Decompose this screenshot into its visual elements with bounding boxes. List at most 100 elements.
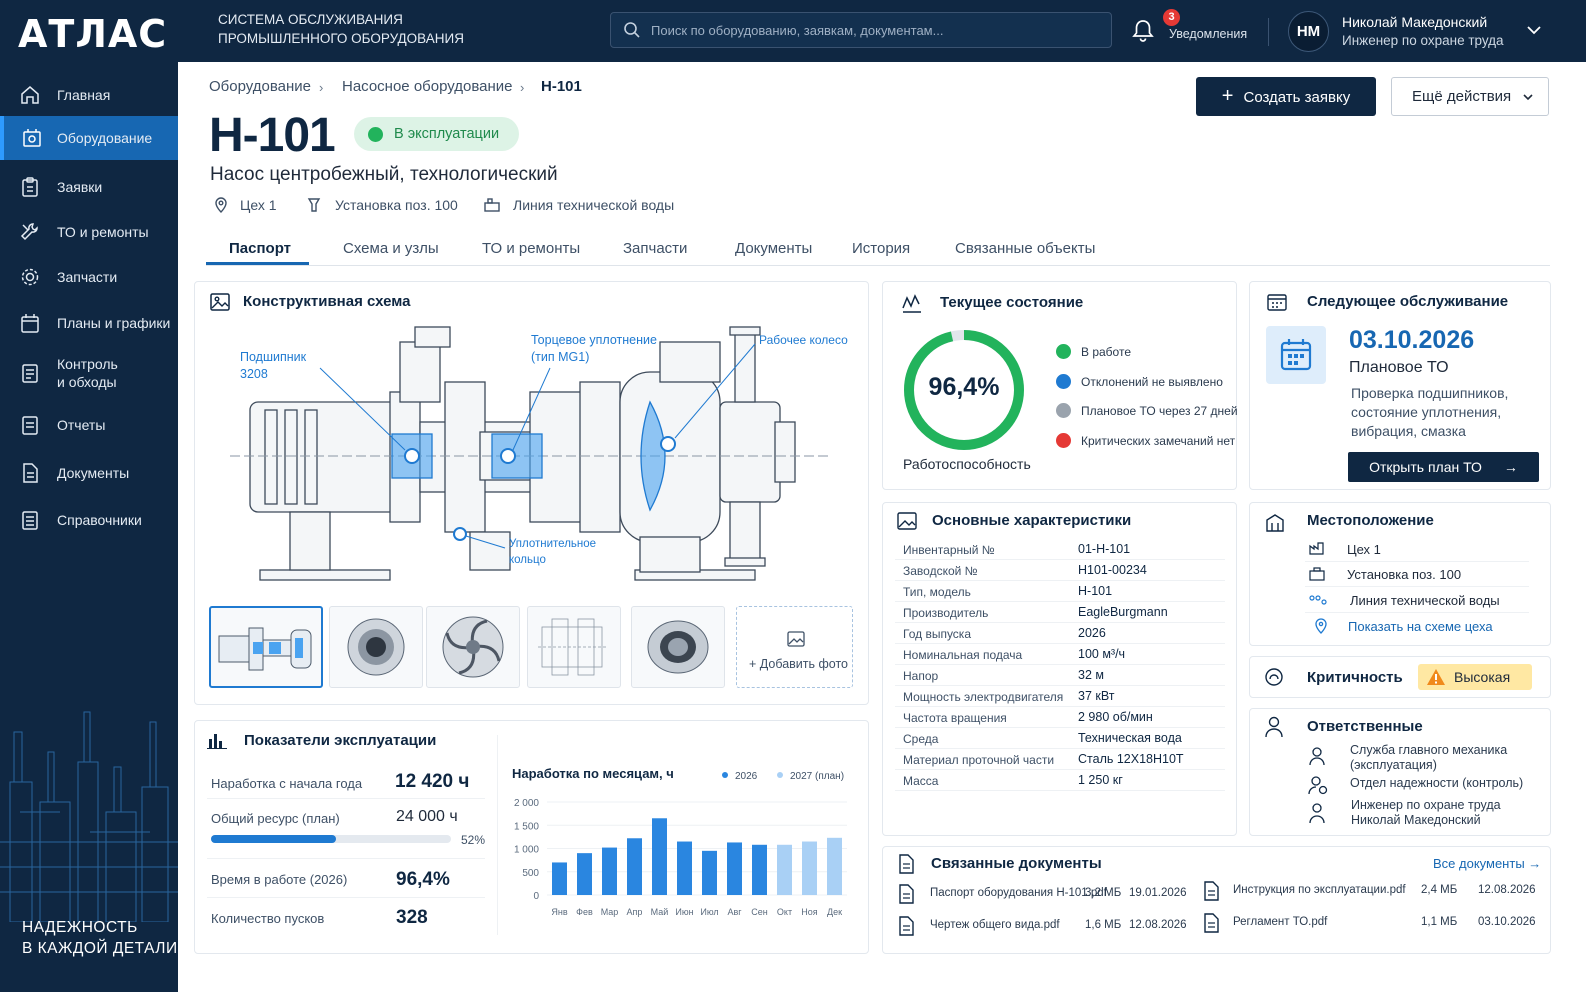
characteristics-value: 2026 (1078, 626, 1106, 640)
label-bearing[interactable]: Подшипник 3208 (240, 349, 306, 383)
breadcrumb-item[interactable]: Оборудование (209, 78, 312, 95)
open-plan-button[interactable]: Открыть план ТО → (1348, 452, 1539, 482)
legend-label: В работе (1081, 345, 1132, 359)
impeller-image (442, 616, 504, 678)
sidebar-item-documents[interactable]: Документы (0, 458, 178, 488)
next-service-date: 03.10.2026 (1349, 326, 1475, 354)
responsible-card (1249, 708, 1551, 836)
pump-drawing[interactable] (230, 322, 850, 587)
x-tick-label: Июн (675, 907, 693, 917)
legend-label: Отклонений не выявлено (1081, 375, 1223, 389)
bar[interactable] (727, 842, 742, 895)
bell-icon[interactable] (1130, 18, 1156, 44)
bar[interactable] (802, 841, 817, 895)
app-subtitle-line1: СИСТЕМА ОБСЛУЖИВАНИЯ (218, 12, 403, 27)
characteristics-row: Частота вращения 2 980 об/мин (895, 707, 1225, 728)
tab-parts[interactable]: Запчасти (623, 240, 688, 257)
document-link[interactable]: Чертеж общего вида.pdf (930, 919, 1060, 931)
add-photo-button[interactable]: + Добавить фото (736, 606, 853, 688)
user-role: Инженер по охране труда (1342, 33, 1504, 48)
responsible-line2: (эксплуатация) (1350, 758, 1437, 772)
search-icon (624, 22, 640, 38)
photo-thumbnail[interactable] (329, 606, 423, 688)
document-link[interactable]: Регламент ТО.pdf (1233, 916, 1328, 928)
characteristics-value: Сталь 12Х18Н10Т (1078, 752, 1184, 766)
legend-dot (722, 772, 728, 778)
sidebar-item-requests[interactable]: Заявки (0, 172, 178, 202)
bar[interactable] (627, 838, 642, 895)
characteristics-key: Тип, модель (903, 585, 971, 599)
photo-thumbnail[interactable] (527, 606, 621, 688)
all-documents-link[interactable]: Все документы → (1433, 856, 1541, 871)
document-link[interactable]: Паспорт оборудования Н-101.pdf (930, 887, 1107, 899)
sidebar-item-label: Контроль и обходы (57, 355, 118, 391)
tab-passport[interactable]: Паспорт (229, 240, 291, 257)
bar[interactable] (602, 847, 617, 895)
sidebar-item-parts[interactable]: Запчасти (0, 262, 178, 292)
breadcrumb-current: Н-101 (541, 78, 582, 95)
characteristics-key: Производитель (903, 606, 989, 620)
create-request-button[interactable]: + Создать заявку (1196, 77, 1376, 116)
tab-documents[interactable]: Документы (735, 240, 813, 257)
characteristics-row: Тип, модель Н-101 (895, 581, 1225, 602)
health-gauge (904, 330, 1024, 450)
photo-thumbnail[interactable] (426, 606, 520, 688)
document-icon (899, 854, 914, 874)
characteristics-row: Масса 1 250 кг (895, 770, 1225, 791)
tab-history[interactable]: История (852, 240, 911, 257)
characteristics-row: Номинальная подача 100 м³/ч (895, 644, 1225, 665)
wrench-icon (20, 223, 38, 241)
avatar[interactable]: НМ (1288, 11, 1329, 52)
label-ring[interactable]: Уплотнительное кольцо (509, 536, 596, 568)
tab-related[interactable]: Связанные объекты (955, 240, 1096, 257)
sidebar-item-equipment[interactable]: Оборудование (0, 116, 178, 160)
bar[interactable] (752, 844, 767, 895)
tab-scheme[interactable]: Схема и узлы (343, 240, 439, 257)
runtime-label: Наработка с начала года (211, 776, 363, 791)
label-impeller[interactable]: Рабочее колесо (759, 333, 848, 347)
chevron-down-icon[interactable] (1526, 24, 1542, 36)
sidebar-item-maintenance[interactable]: ТО и ремонты (0, 217, 178, 247)
bar[interactable] (777, 844, 792, 895)
sidebar-item-home[interactable]: Главная (0, 80, 178, 110)
bar[interactable] (577, 853, 592, 895)
bar[interactable] (677, 841, 692, 895)
meta-shop: Цех 1 (240, 197, 277, 213)
sidebar-item-references[interactable]: Справочники (0, 505, 178, 535)
search-input[interactable] (651, 22, 1091, 38)
characteristics-value: 32 м (1078, 668, 1104, 682)
x-tick-label: Дек (827, 907, 842, 917)
characteristics-row: Заводской № Н101-00234 (895, 560, 1225, 581)
document-icon (23, 463, 38, 483)
more-actions-button[interactable]: Ещё действия (1391, 77, 1549, 116)
warning-icon (1427, 669, 1445, 685)
health-gauge-arc (904, 330, 1024, 450)
bar[interactable] (702, 850, 717, 895)
characteristics-row: Среда Техническая вода (895, 728, 1225, 749)
active-tab-indicator (206, 262, 309, 265)
sidebar-item-plans[interactable]: Планы и графики (0, 308, 178, 338)
motto-line1: НАДЕЖНОСТЬ (22, 919, 138, 936)
photo-thumbnail[interactable] (209, 606, 323, 688)
sidebar-item-reports[interactable]: Отчеты (0, 410, 178, 440)
notifications-label[interactable]: Уведомления (1169, 27, 1248, 41)
characteristics-row: Инвентарный № 01-Н-101 (895, 539, 1225, 560)
responsible-line1: Служба главного механика (1350, 743, 1508, 757)
document-link[interactable]: Инструкция по эксплуатации.pdf (1233, 884, 1406, 896)
show-on-map-link[interactable]: Показать на схеме цеха (1348, 619, 1493, 634)
characteristics-value: Н101-00234 (1078, 563, 1147, 577)
photo-thumbnail[interactable] (631, 606, 725, 688)
sidebar-item-inspections[interactable]: Контроль и обходы (0, 350, 178, 396)
document-size: 3,2 МБ (1085, 887, 1122, 899)
tab-maintenance[interactable]: ТО и ремонты (482, 240, 581, 257)
bar[interactable] (652, 818, 667, 895)
bar[interactable] (552, 862, 567, 895)
bar[interactable] (827, 837, 842, 895)
search-box[interactable] (610, 12, 1112, 48)
logo[interactable]: АТЛАС (18, 12, 168, 56)
divider (207, 798, 485, 799)
characteristics-value: 01-Н-101 (1078, 542, 1131, 556)
status-label: В эксплуатации (394, 126, 500, 142)
label-seal[interactable]: Торцевое уплотнение (тип MG1) (531, 332, 657, 366)
breadcrumb-item[interactable]: Насосное оборудование (342, 78, 513, 95)
